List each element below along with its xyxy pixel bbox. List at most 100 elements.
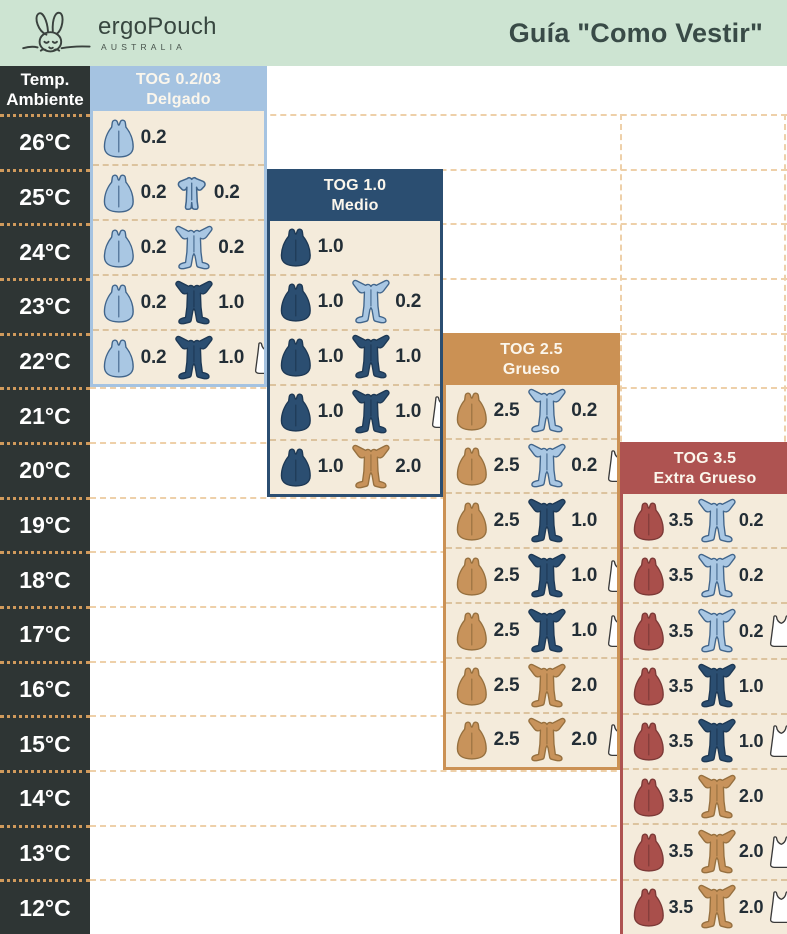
bag-icon [632,886,666,928]
garment-item: 3.5 [632,610,693,652]
garment-item: 1.0 [175,335,244,381]
romper-icon [175,225,214,271]
singlet-icon [768,614,787,648]
romper-icon [698,718,736,764]
singlet-icon [606,723,617,757]
dress-cell-tog25-18c: 2.5 1.0 [446,547,617,602]
temp-row-24c: 24°C [0,223,90,278]
garment-item: 3.5 [632,665,693,707]
tog-column-title-line1: TOG 0.2/03 [135,71,222,88]
tog-value: 2.0 [738,841,764,862]
tog-value: 0.2 [140,291,167,313]
temp-row-14c: 14°C [0,769,90,825]
garment-item: 3.5 [632,500,693,542]
brand-name: ergoPouch [98,12,217,40]
garment-item: 2.0 [528,663,597,709]
tog-value: 1.0 [317,401,344,423]
bag-icon [102,117,136,159]
garment-item: 2.0 [352,444,421,490]
garment-item: 1.0 [279,226,344,268]
singlet-icon [768,890,787,924]
garment-item: 0.2 [102,282,167,324]
garment-item: 0.2 [352,279,421,325]
dress-cell-tog02-22c: 0.2 1.0 [93,329,264,384]
tog-value: 2.0 [571,729,598,751]
bag-icon [632,555,666,597]
bag-icon [632,776,666,818]
dress-cell-tog02-23c: 0.2 1.0 [93,274,264,329]
garment-item [606,723,617,757]
garment-item: 2.5 [455,719,520,761]
dress-cell-tog35-19c: 3.5 0.2 [623,494,787,547]
tog-column-title-line1: TOG 2.5 [500,341,563,359]
temp-row-23c: 23°C [0,277,90,333]
romper-icon [175,335,214,381]
tog-value: 0.2 [738,620,764,641]
bag-icon [455,555,489,597]
garment-item: 2.5 [455,445,520,487]
garment-item: 1.0 [279,391,344,433]
bag-icon [455,610,489,652]
banner: ergoPouch AUSTRALIA Guía "Como Vestir" [0,0,787,66]
bag-icon [455,445,489,487]
page-title: Guía "Como Vestir" [508,17,763,48]
tog-value: 3.5 [668,510,694,531]
singlet-icon [606,614,617,648]
garment-item: 2.0 [528,717,597,763]
dress-cell-tog25-16c: 2.5 2.0 [446,657,617,712]
dress-cell-tog25-21c: 2.5 0.2 [446,385,617,438]
dress-cell-tog35-15c: 3.5 1.0 [623,712,787,768]
tog-value: 2.5 [493,454,520,476]
tog-value: 1.0 [571,619,598,641]
dress-cell-tog35-12c: 3.5 2.0 [623,878,787,934]
tog-value: 1.0 [317,236,344,258]
dress-cell-tog10-23c: 1.0 0.2 [270,273,440,329]
tog-column-header: TOG 2.5 Grueso [446,335,617,385]
tog-value: 3.5 [668,841,694,862]
garment-item: 2.5 [455,390,520,432]
dress-cell-tog35-17c: 3.5 0.2 [623,602,787,657]
tog-value: 0.2 [218,236,245,258]
bag-icon [279,336,313,378]
dress-cell-tog10-20c: 1.0 2.0 [270,438,440,494]
tog-value: 2.5 [493,564,520,586]
dress-cell-tog35-18c: 3.5 0.2 [623,547,787,602]
romper-icon [528,553,567,599]
garment-item: 0.2 [175,225,244,271]
tog-value: 3.5 [668,896,694,917]
garment-item: 0.2 [698,608,764,654]
tog-value: 3.5 [668,730,694,751]
bag-icon [632,610,666,652]
garment-item: 0.2 [102,172,167,214]
romper-icon [528,443,567,489]
bag-icon [102,337,136,379]
garment-item: 0.2 [175,174,240,212]
singlet-icon [606,449,617,483]
tog-value: 1.0 [738,675,764,696]
garment-item: 1.0 [279,446,344,488]
romper-icon [528,608,567,654]
tog-value: 1.0 [317,291,344,313]
dress-cell-tog02-24c: 0.2 0.2 [93,219,264,274]
temp-row-18c: 18°C [0,551,90,606]
garment-item: 1.0 [352,389,421,435]
garment-item [253,341,264,375]
garment-item [768,890,787,924]
brand-subtitle: AUSTRALIA [101,41,187,52]
garment-item: 1.0 [528,553,597,599]
romper-icon [698,553,736,599]
garment-item: 2.0 [698,829,764,875]
garment-item: 1.0 [528,608,597,654]
garment-item [606,449,617,483]
temp-row-16c: 16°C [0,660,90,716]
bag-icon [279,281,313,323]
temp-header-cell: Temp. Ambiente [0,66,90,114]
tog-value: 1.0 [738,730,764,751]
tog-value: 2.0 [738,896,764,917]
tog-value: 3.5 [668,565,694,586]
garment-item: 0.2 [102,227,167,269]
bag-icon [632,665,666,707]
temp-row-12c: 12°C [0,879,90,934]
garment-item: 0.2 [528,388,597,434]
temp-row-25c: 25°C [0,168,90,224]
